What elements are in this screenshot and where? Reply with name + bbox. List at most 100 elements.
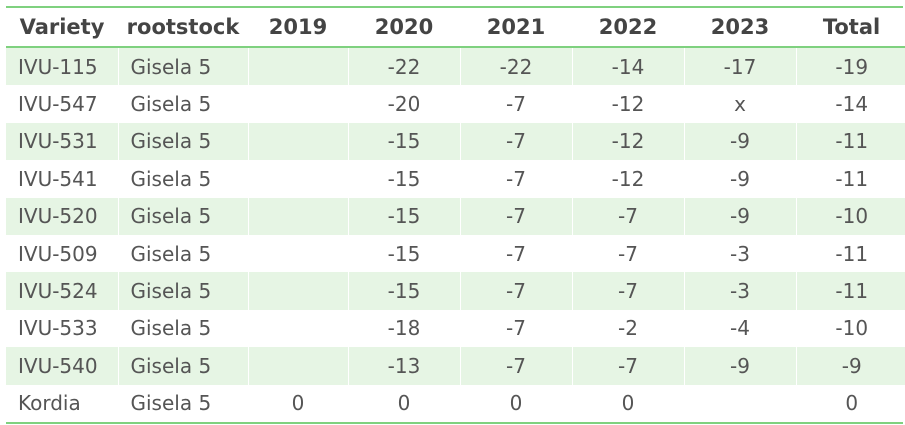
- cell-total: -11: [795, 272, 905, 310]
- data-table-container: Variety rootstock 2019 2020 2021 2022 2023 Tota…: [6, 6, 905, 424]
- cell-variety: IVU-509: [6, 234, 118, 273]
- cell-2023: -9: [683, 122, 796, 161]
- cell-2020: 0: [347, 384, 460, 422]
- cell-total: -10: [795, 197, 905, 235]
- cell-2022: -2: [571, 309, 684, 348]
- cell-rootstock: Gisela 5: [117, 122, 248, 161]
- cell-2020: -13: [347, 347, 460, 385]
- cell-variety: IVU-547: [6, 85, 118, 123]
- header-2023: 2023: [684, 8, 796, 48]
- header-2020: 2020: [348, 8, 460, 48]
- header-2022: 2022: [572, 8, 684, 48]
- table-row: IVU-520 Gisela 5 -15 -7 -7 -9 -10: [6, 197, 905, 235]
- header-variety: Variety: [6, 8, 118, 48]
- table-body: IVU-115 Gisela 5 -22 -22 -14 -17 -19 IVU-547 Gis…: [6, 47, 905, 422]
- cell-variety: IVU-524: [6, 272, 118, 310]
- table-row: IVU-531 Gisela 5 -15 -7 -12 -9 -11: [6, 122, 905, 161]
- cell-2023: -4: [683, 309, 796, 348]
- cell-2019: 0: [247, 384, 348, 422]
- cell-2022: -12: [571, 160, 684, 198]
- cell-2021: -7: [459, 160, 572, 198]
- table-row: IVU-524 Gisela 5 -15 -7 -7 -3 -11: [6, 272, 905, 310]
- cell-total: -14: [795, 85, 905, 123]
- cell-2021: -7: [459, 85, 572, 123]
- cell-2020: -22: [347, 47, 460, 86]
- cell-2020: -18: [347, 309, 460, 348]
- cell-2023: -3: [683, 272, 796, 310]
- table-row: IVU-509 Gisela 5 -15 -7 -7 -3 -11: [6, 234, 905, 273]
- cell-2022: -7: [571, 272, 684, 310]
- cell-rootstock: Gisela 5: [117, 309, 248, 348]
- table-row: IVU-547 Gisela 5 -20 -7 -12 x -14: [6, 85, 905, 123]
- cell-2021: 0: [459, 384, 572, 422]
- cell-2023: -3: [683, 234, 796, 273]
- cell-variety: IVU-115: [6, 47, 118, 86]
- cell-2020: -15: [347, 234, 460, 273]
- cell-total: -11: [795, 122, 905, 161]
- table-row: IVU-541 Gisela 5 -15 -7 -12 -9 -11: [6, 160, 905, 198]
- cell-rootstock: Gisela 5: [117, 160, 248, 198]
- cell-2022: 0: [571, 384, 684, 422]
- cell-2020: -15: [347, 272, 460, 310]
- cell-2023: x: [683, 85, 796, 123]
- cell-2022: -7: [571, 347, 684, 385]
- header-2021: 2021: [460, 8, 572, 48]
- cell-rootstock: Gisela 5: [117, 272, 248, 310]
- cell-2021: -7: [459, 309, 572, 348]
- cell-2022: -7: [571, 234, 684, 273]
- table-row: IVU-533 Gisela 5 -18 -7 -2 -4 -10: [6, 309, 905, 348]
- cell-rootstock: Gisela 5: [117, 384, 248, 422]
- header-rootstock: rootstock: [118, 8, 248, 48]
- table-row: IVU-540 Gisela 5 -13 -7 -7 -9 -9: [6, 347, 905, 385]
- cell-2019: [247, 85, 348, 123]
- cell-2023: -9: [683, 160, 796, 198]
- cell-2020: -15: [347, 197, 460, 235]
- cell-2019: [247, 160, 348, 198]
- cell-rootstock: Gisela 5: [117, 47, 248, 86]
- cell-variety: IVU-540: [6, 347, 118, 385]
- cell-total: 0: [795, 384, 905, 422]
- cell-2021: -22: [459, 47, 572, 86]
- cell-2021: -7: [459, 234, 572, 273]
- cherry-variety-table: Variety rootstock 2019 2020 2021 2022 2023 Tota…: [6, 8, 905, 422]
- cell-variety: IVU-541: [6, 160, 118, 198]
- cell-2023: -9: [683, 197, 796, 235]
- cell-2022: -14: [571, 47, 684, 86]
- cell-2022: -12: [571, 85, 684, 123]
- cell-total: -10: [795, 309, 905, 348]
- cell-variety: IVU-531: [6, 122, 118, 161]
- cell-2019: [247, 272, 348, 310]
- cell-total: -11: [795, 160, 905, 198]
- cell-2019: [247, 122, 348, 161]
- cell-2020: -15: [347, 160, 460, 198]
- cell-total: -11: [795, 234, 905, 273]
- table-header-row: Variety rootstock 2019 2020 2021 2022 2023 Tota…: [6, 8, 905, 48]
- cell-total: -9: [795, 347, 905, 385]
- cell-total: -19: [795, 47, 905, 86]
- cell-2022: -7: [571, 197, 684, 235]
- cell-2023: [683, 384, 796, 422]
- cell-rootstock: Gisela 5: [117, 197, 248, 235]
- cell-variety: Kordia: [6, 384, 118, 422]
- cell-2021: -7: [459, 122, 572, 161]
- cell-rootstock: Gisela 5: [117, 347, 248, 385]
- table-row: IVU-115 Gisela 5 -22 -22 -14 -17 -19: [6, 47, 905, 86]
- cell-variety: IVU-520: [6, 197, 118, 235]
- cell-variety: IVU-533: [6, 309, 118, 348]
- cell-2023: -9: [683, 347, 796, 385]
- cell-2019: [247, 197, 348, 235]
- cell-2019: [247, 47, 348, 86]
- cell-rootstock: Gisela 5: [117, 234, 248, 273]
- cell-2020: -20: [347, 85, 460, 123]
- cell-rootstock: Gisela 5: [117, 85, 248, 123]
- cell-2019: [247, 234, 348, 273]
- cell-2019: [247, 347, 348, 385]
- header-2019: 2019: [248, 8, 348, 48]
- cell-2020: -15: [347, 122, 460, 161]
- cell-2021: -7: [459, 347, 572, 385]
- cell-2022: -12: [571, 122, 684, 161]
- cell-2019: [247, 309, 348, 348]
- cell-2021: -7: [459, 272, 572, 310]
- header-total: Total: [796, 8, 905, 48]
